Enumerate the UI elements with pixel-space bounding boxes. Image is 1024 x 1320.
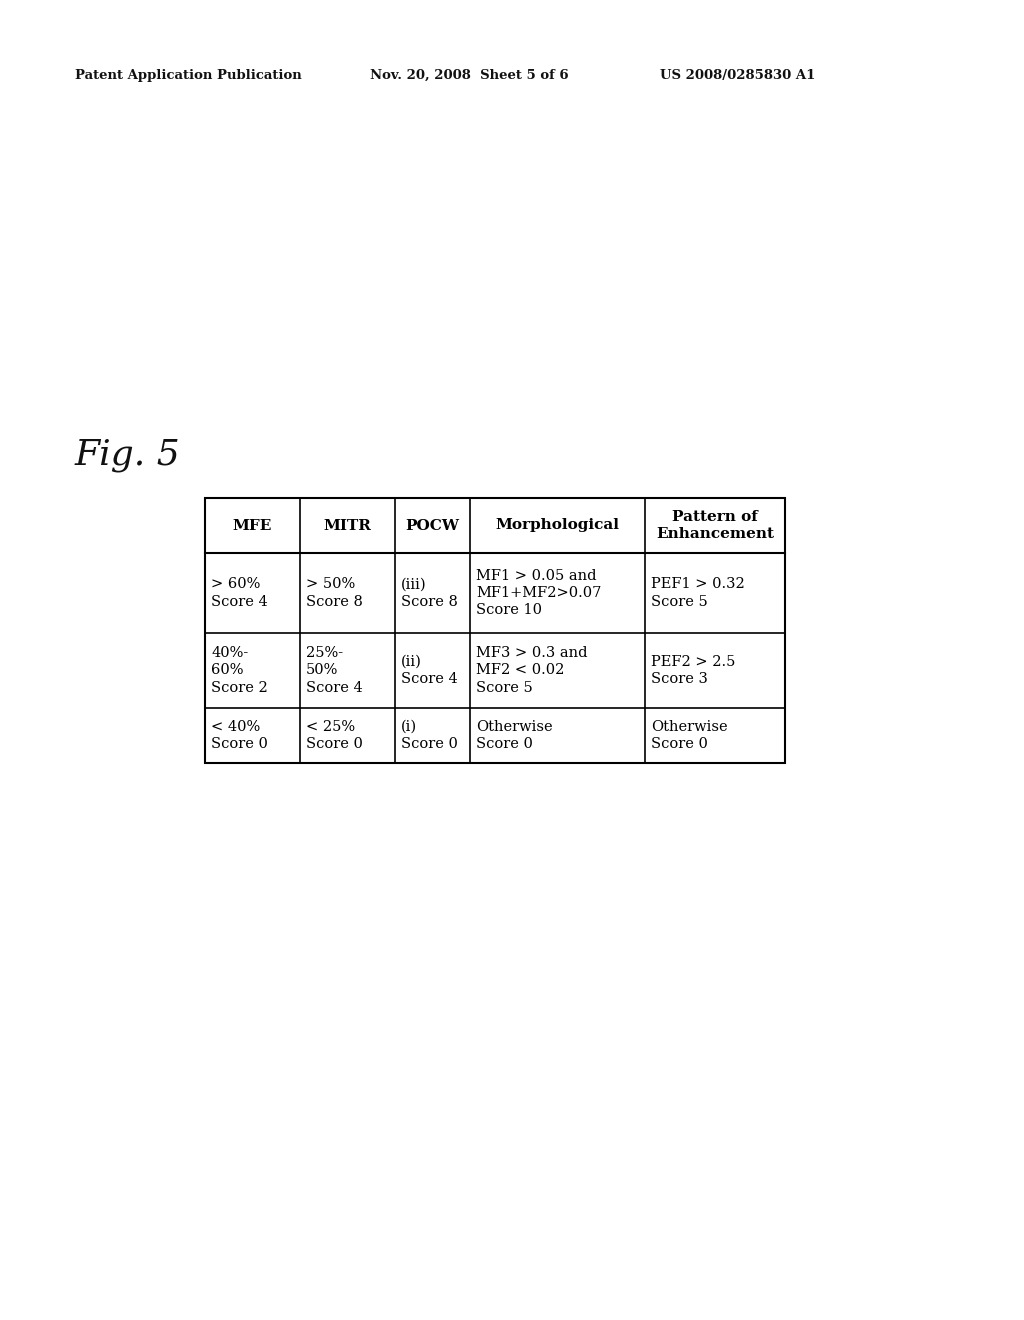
Text: (iii)
Score 8: (iii) Score 8 <box>401 577 458 609</box>
Text: Fig. 5: Fig. 5 <box>75 438 181 473</box>
Bar <box>205 498 785 763</box>
Text: PEF1 > 0.32
Score 5: PEF1 > 0.32 Score 5 <box>651 577 744 609</box>
Text: US 2008/0285830 A1: US 2008/0285830 A1 <box>660 69 815 82</box>
Text: MF3 > 0.3 and
MF2 < 0.02
Score 5: MF3 > 0.3 and MF2 < 0.02 Score 5 <box>476 647 588 694</box>
Text: POCW: POCW <box>406 519 460 532</box>
Text: Patent Application Publication: Patent Application Publication <box>75 69 302 82</box>
Text: Otherwise
Score 0: Otherwise Score 0 <box>651 719 728 751</box>
Text: Pattern of
Enhancement: Pattern of Enhancement <box>656 510 774 541</box>
Text: (i)
Score 0: (i) Score 0 <box>401 719 458 751</box>
Text: > 60%
Score 4: > 60% Score 4 <box>211 577 267 609</box>
Text: 40%-
60%
Score 2: 40%- 60% Score 2 <box>211 647 267 694</box>
Text: 25%-
50%
Score 4: 25%- 50% Score 4 <box>306 647 362 694</box>
Text: MITR: MITR <box>324 519 372 532</box>
Text: PEF2 > 2.5
Score 3: PEF2 > 2.5 Score 3 <box>651 655 735 686</box>
Text: MFE: MFE <box>232 519 272 532</box>
Text: Morphological: Morphological <box>496 519 620 532</box>
Text: > 50%
Score 8: > 50% Score 8 <box>306 577 362 609</box>
Text: Nov. 20, 2008  Sheet 5 of 6: Nov. 20, 2008 Sheet 5 of 6 <box>370 69 568 82</box>
Text: < 40%
Score 0: < 40% Score 0 <box>211 719 268 751</box>
Text: Otherwise
Score 0: Otherwise Score 0 <box>476 719 553 751</box>
Text: (ii)
Score 4: (ii) Score 4 <box>401 655 458 686</box>
Text: < 25%
Score 0: < 25% Score 0 <box>306 719 362 751</box>
Text: MF1 > 0.05 and
MF1+MF2>0.07
Score 10: MF1 > 0.05 and MF1+MF2>0.07 Score 10 <box>476 569 601 618</box>
